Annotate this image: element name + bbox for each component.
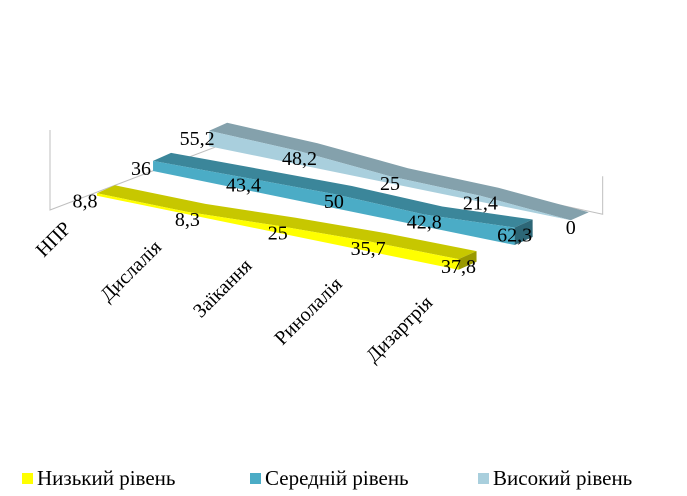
data-label-high-2: 25 [380, 173, 400, 195]
legend-item-high: Високий рівень [478, 466, 632, 491]
legend-item-medium: Середній рівень [250, 466, 409, 491]
tick-label-2: Заїкання [189, 255, 256, 322]
tick-label-0: НПР [32, 218, 76, 262]
legend: Низький рівень Середній рівень Високий р… [0, 466, 687, 496]
legend-label-medium: Середній рівень [265, 466, 409, 490]
legend-swatch-low [22, 473, 33, 484]
tick-label-1: Дислалія [96, 236, 166, 306]
ribbon-low [96, 185, 477, 270]
data-label-medium-2: 50 [324, 191, 344, 213]
legend-label-high: Високий рівень [493, 466, 633, 490]
data-label-medium-4: 62,3 [497, 225, 532, 247]
legend-swatch-medium [250, 473, 261, 484]
ribbon-high [209, 122, 589, 221]
data-label-high-3: 21,4 [463, 193, 498, 215]
ribbon-face-low [96, 193, 459, 270]
ribbon-top-low [96, 185, 477, 260]
data-label-low-3: 35,7 [351, 238, 386, 260]
ribbon-cap-medium [514, 219, 533, 245]
data-label-low-2: 25 [268, 223, 288, 245]
ribbon-cap-low [458, 251, 477, 270]
data-labels: 55,2 48,2 25 21,4 0 36 43,4 50 42,8 62,3 8,8 8,3 25 3… [72, 128, 575, 278]
legend-swatch-high [478, 473, 489, 484]
ribbon-face-high [209, 130, 571, 221]
tick-label-4: Дизартрія [362, 292, 437, 367]
chart-ribbons [96, 122, 589, 270]
data-label-medium-1: 43,4 [226, 174, 261, 196]
data-label-low-0: 8,8 [72, 190, 97, 212]
legend-label-low: Низький рівень [37, 466, 176, 490]
data-label-low-4: 37,8 [441, 256, 476, 278]
data-label-high-4: 0 [566, 217, 576, 239]
data-label-low-1: 8,3 [175, 209, 200, 231]
legend-item-low: Низький рівень [22, 466, 175, 491]
data-label-medium-3: 42,8 [407, 211, 442, 233]
ribbon-top-high [209, 122, 589, 221]
data-label-medium-0: 36 [131, 158, 151, 180]
data-label-high-1: 48,2 [282, 148, 317, 170]
ribbon-top-medium [153, 152, 533, 228]
tick-label-3: Ринолалія [270, 273, 346, 349]
data-label-high-0: 55,2 [180, 128, 215, 150]
ribbon-face-medium [153, 160, 515, 245]
ribbon-medium [153, 152, 533, 245]
